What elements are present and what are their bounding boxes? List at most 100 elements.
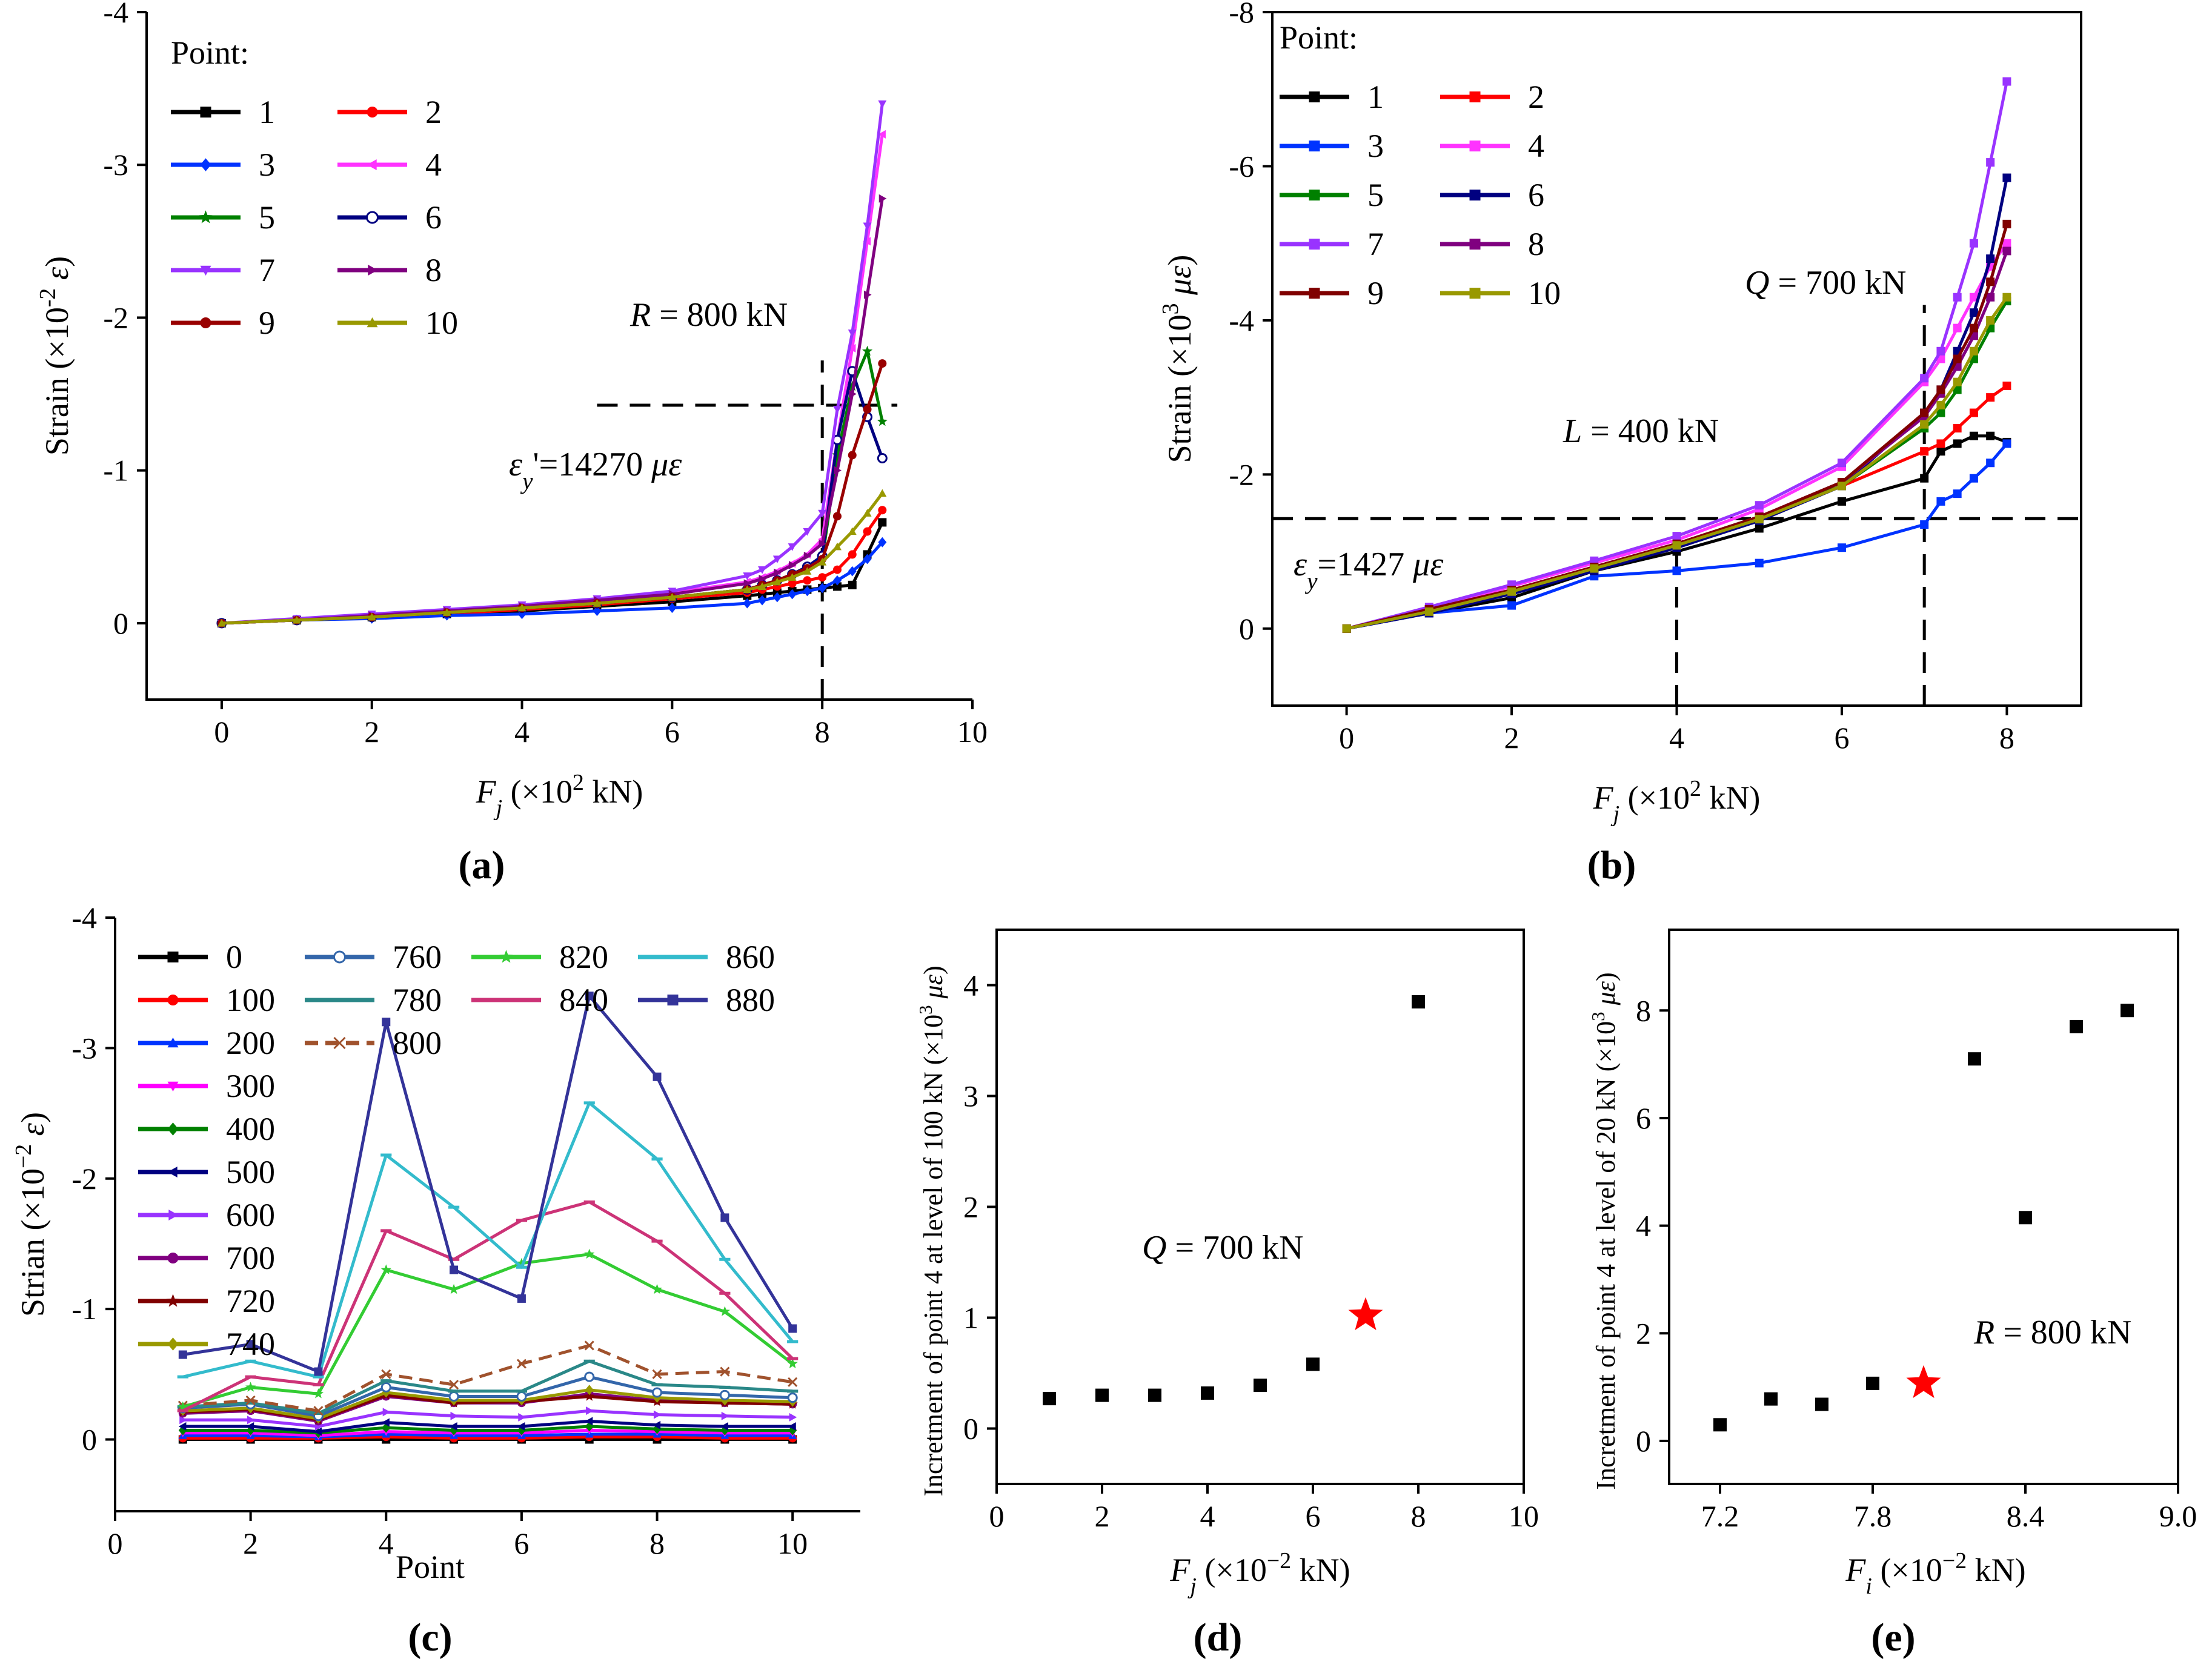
data-point (1755, 501, 1764, 510)
data-point (1986, 316, 1995, 325)
data-point (292, 615, 301, 624)
x-axis-title: Fj (×102 kN) (476, 770, 643, 821)
series-line (221, 134, 884, 625)
data-point (1969, 323, 1978, 333)
data-point (803, 551, 812, 560)
data-point (1969, 308, 1978, 317)
series-line (182, 1253, 794, 1409)
legend-marker (200, 158, 211, 171)
data-point (1986, 277, 1995, 286)
data-point (178, 1422, 187, 1431)
x-axis-title-part-3: −2 (1942, 1548, 1967, 1574)
x-axis-title-part-4: kN) (584, 773, 643, 810)
series-line (182, 1101, 794, 1379)
series-10 (217, 489, 887, 627)
legend-label: 2 (1528, 79, 1544, 115)
data-point (653, 1410, 662, 1419)
data-point (788, 543, 797, 551)
legend-entry-8: 8 (337, 252, 442, 288)
data-point (1590, 564, 1599, 573)
data-point (1953, 354, 1962, 363)
data-point (668, 603, 677, 614)
data-point (313, 1406, 324, 1416)
data-point (878, 194, 887, 203)
legend-entry-10: 10 (337, 305, 458, 341)
data-point (652, 1369, 662, 1379)
data-point (848, 527, 857, 535)
y-axis-title-part-3: με (918, 974, 948, 999)
data-point (1969, 239, 1978, 248)
data-point (1866, 1376, 1879, 1390)
plot-frame (995, 929, 1525, 1485)
data-point (743, 585, 752, 593)
annotation-ey-part-2: '=14270 (533, 446, 651, 483)
legend-entry-6: 6 (337, 199, 442, 236)
legend-entry-840: 840 (471, 982, 608, 1018)
annotation-R-part-1: = 800 kN (651, 296, 788, 334)
data-point (878, 100, 887, 108)
data-point (1507, 587, 1516, 596)
data-point (450, 1265, 459, 1274)
legend-label: 9 (1367, 275, 1384, 311)
data-point (1412, 995, 1425, 1008)
legend-label: 10 (1528, 275, 1561, 311)
data-point (593, 606, 602, 617)
data-point (743, 579, 752, 588)
data-point (788, 579, 797, 588)
x-axis-title: Fi (×10−2 kN) (1845, 1548, 2025, 1599)
legend-marker (167, 1122, 179, 1136)
x-axis-title: Fj (×102 kN) (1593, 776, 1761, 827)
data-point (1986, 459, 1995, 468)
y-axis-title-part-4: ) (918, 965, 948, 975)
data-point (803, 586, 812, 597)
y-axis-title-part-1: −2 (11, 1144, 36, 1168)
y-tick-label: -2 (103, 300, 128, 334)
legend-marker (168, 1210, 179, 1220)
legend-entry-760: 760 (305, 939, 442, 975)
x-axis-title-part-3: −2 (1267, 1548, 1291, 1574)
data-point (518, 1412, 526, 1422)
x-tick-label: 0 (1339, 721, 1354, 755)
series-line (182, 1200, 794, 1412)
legend-label: 400 (226, 1111, 275, 1147)
data-point (178, 1350, 187, 1359)
y-axis-title: Strain (×10-2 ε) (35, 256, 75, 455)
data-point (381, 1369, 391, 1379)
series-line (1346, 296, 2008, 631)
data-point (1920, 474, 1929, 483)
data-point (516, 1257, 527, 1268)
series-line (182, 1432, 793, 1439)
legend-entry-740: 740 (138, 1326, 275, 1362)
axis-lines (145, 12, 972, 701)
data-point (2002, 239, 2011, 248)
data-point (1201, 1386, 1214, 1400)
legend-label: 2 (425, 94, 442, 130)
legend-entry-6: 6 (1440, 177, 1544, 213)
data-point (848, 580, 857, 589)
x-tick-label: 8 (815, 715, 830, 749)
highlight-star (1906, 1365, 1941, 1399)
data-point (878, 518, 887, 527)
x-tick-label: 4 (379, 1526, 394, 1560)
data-point (759, 574, 767, 583)
data-point (720, 1366, 730, 1377)
data-point (584, 1248, 595, 1259)
data-point (848, 550, 857, 559)
legend-label: 9 (259, 305, 275, 341)
data-point (788, 1377, 798, 1387)
y-axis-title-part-3: με (1591, 981, 1621, 1005)
series-line (182, 1359, 793, 1415)
data-point (593, 599, 602, 607)
data-point (668, 588, 677, 595)
legend-entry-400: 400 (138, 1111, 275, 1147)
data-point (314, 1367, 323, 1376)
x-tick-label: 2 (243, 1526, 258, 1560)
data-point (1755, 515, 1764, 524)
legend-label: 4 (1528, 128, 1544, 164)
data-point (245, 1382, 256, 1392)
data-point (2002, 173, 2011, 182)
data-point (788, 573, 797, 581)
x-tick-label: 10 (957, 715, 988, 749)
data-point (2002, 247, 2011, 256)
series-line (221, 198, 884, 625)
